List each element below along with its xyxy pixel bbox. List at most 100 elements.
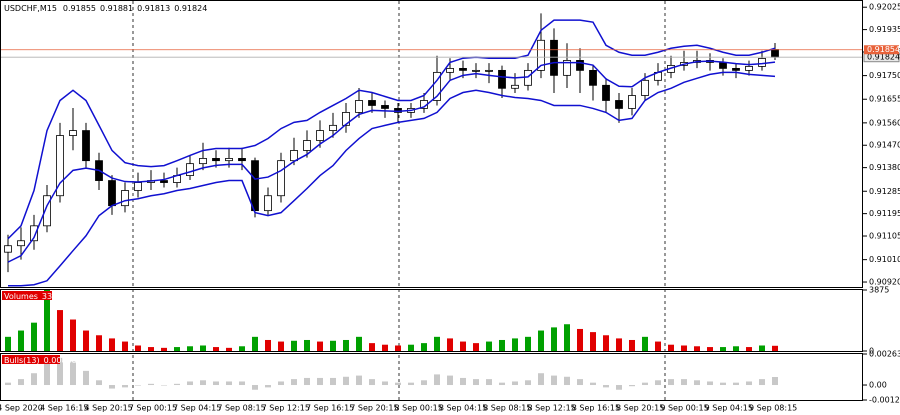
y-tick-label: 0 <box>869 347 874 356</box>
bar <box>18 379 24 386</box>
candle-body <box>329 124 337 131</box>
candle-body <box>498 69 506 89</box>
y-tick-label: -0.00127 <box>869 396 900 405</box>
bar <box>252 336 258 351</box>
bar <box>538 330 544 351</box>
bar <box>564 324 570 351</box>
x-tick-label: 7 Sep 04:15 <box>173 404 221 413</box>
bar <box>70 319 76 351</box>
y-tick-label: 0.91195 <box>869 209 900 218</box>
volume-panel <box>0 289 863 352</box>
bar <box>460 377 466 386</box>
bar <box>577 379 583 386</box>
bar <box>629 385 635 387</box>
bar <box>187 346 193 351</box>
candle-body <box>186 163 194 176</box>
bar <box>239 381 245 386</box>
bar <box>720 347 726 351</box>
bar <box>200 345 206 351</box>
candle-body <box>459 67 467 71</box>
bar <box>434 336 440 351</box>
bar <box>382 381 388 386</box>
bar <box>512 381 518 386</box>
candle-body <box>212 158 220 162</box>
x-tick-label: 8 Sep 08:15 <box>483 404 531 413</box>
candle-body <box>290 150 298 162</box>
bar <box>343 339 349 351</box>
bar <box>291 379 297 386</box>
bar <box>746 381 752 386</box>
x-tick-label: 9 Sep 08:15 <box>749 404 797 413</box>
band-upper <box>7 19 776 240</box>
candle-body <box>524 69 532 86</box>
y-tick-label: 0.91655 <box>869 95 900 104</box>
candle-body <box>43 195 51 227</box>
x-tick-label: 8 Sep 16:15 <box>572 404 620 413</box>
bar <box>616 385 622 390</box>
y-tick-label: 0.91285 <box>869 187 900 196</box>
candle-body <box>381 105 389 109</box>
bar <box>265 385 271 388</box>
bar <box>278 341 284 351</box>
bar <box>551 327 557 351</box>
oscillator-label: Bulls(13) 0.00068 <box>4 356 77 365</box>
bar <box>304 377 310 386</box>
bar <box>460 341 466 351</box>
y-tick-label: 0.90920 <box>869 278 900 287</box>
ask-label: 0.91854 <box>867 45 900 54</box>
candle-body <box>472 69 480 72</box>
y-tick-label: 0.91750 <box>869 71 900 80</box>
bar <box>239 346 245 351</box>
candle-body <box>355 100 363 113</box>
candle-body <box>732 67 740 71</box>
candle-body <box>485 69 493 72</box>
bar <box>226 347 232 351</box>
candle-body <box>550 39 558 76</box>
bar <box>538 373 544 386</box>
bar <box>772 377 778 386</box>
bar <box>343 376 349 386</box>
candle-body <box>17 240 25 247</box>
bar <box>577 328 583 351</box>
bar <box>70 361 76 386</box>
y-tick-label: 0.00 <box>869 381 887 390</box>
bar <box>772 345 778 351</box>
candle-body <box>771 49 779 58</box>
candle-body <box>758 58 766 67</box>
bar <box>759 345 765 351</box>
bar <box>603 335 609 351</box>
bar <box>18 330 24 351</box>
bar <box>473 343 479 351</box>
volume-label-box <box>2 291 52 300</box>
x-tick-label: 4 Sep 2020 <box>0 404 43 413</box>
bar <box>213 347 219 351</box>
candle-body <box>719 62 727 69</box>
bar <box>187 381 193 386</box>
bar <box>434 374 440 386</box>
bar <box>486 341 492 351</box>
bar <box>486 379 492 386</box>
bar <box>720 382 726 386</box>
bar <box>83 330 89 351</box>
last-close: 0.91824 <box>174 4 207 13</box>
candle-body <box>264 195 272 212</box>
x-tick-label: 7 Sep 16:15 <box>306 404 354 413</box>
bar <box>200 380 206 386</box>
bar <box>356 336 362 351</box>
bar <box>408 382 414 386</box>
bar <box>421 343 427 351</box>
last-open: 0.91855 <box>63 4 96 13</box>
bar <box>564 376 570 386</box>
bar <box>96 335 102 351</box>
bar <box>5 336 11 351</box>
bar <box>109 385 115 389</box>
bar <box>447 375 453 386</box>
x-tick-label: 8 Sep 12:15 <box>527 404 575 413</box>
candle-body <box>160 180 168 183</box>
bar <box>642 336 648 351</box>
bar <box>759 379 765 386</box>
candle-body <box>368 100 376 106</box>
last-high: 0.91881 <box>100 4 133 13</box>
bar <box>369 343 375 351</box>
